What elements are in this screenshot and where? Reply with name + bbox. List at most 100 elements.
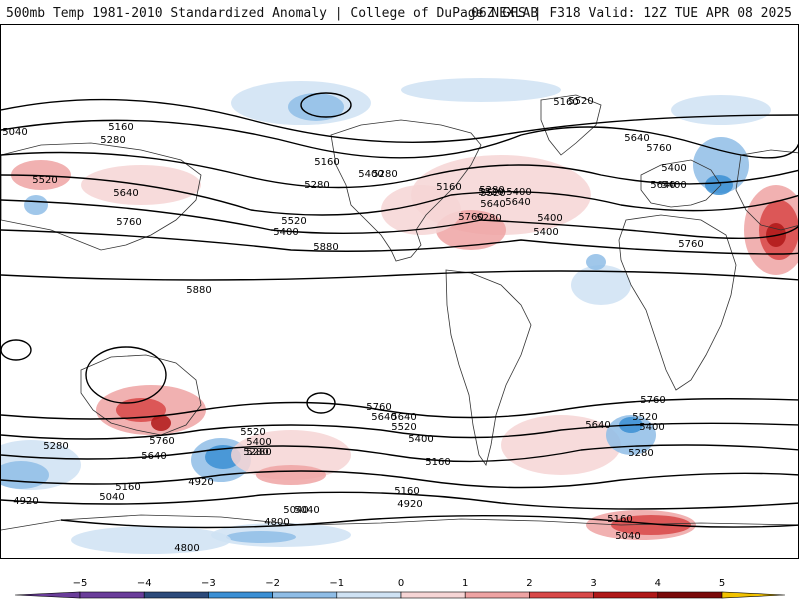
contour-label: 4920 bbox=[397, 499, 422, 510]
contour-label: 4800 bbox=[264, 517, 289, 528]
colorbar-tick-label: 3 bbox=[590, 578, 596, 589]
colorbar-tick-label: −4 bbox=[137, 578, 152, 589]
contour-label: 5160 bbox=[108, 122, 133, 133]
contour-label: 5040 bbox=[99, 492, 124, 503]
warm-anomaly-area bbox=[11, 160, 71, 190]
contour-label: 5880 bbox=[186, 285, 211, 296]
contour-label: 5400 bbox=[661, 180, 686, 191]
contour-label: 4920 bbox=[188, 477, 213, 488]
contour-label: 5040 bbox=[294, 505, 319, 516]
contour-label: 4920 bbox=[13, 496, 38, 507]
contour-label: 5160 bbox=[425, 457, 450, 468]
colorbar-box bbox=[79, 591, 145, 599]
warm-anomaly-area bbox=[256, 465, 326, 485]
cold-anomaly-area bbox=[705, 175, 733, 195]
contour-label: 5520 bbox=[240, 427, 265, 438]
colorbar-box bbox=[657, 591, 723, 599]
contour-label: 5400 bbox=[661, 163, 686, 174]
colorbar-tick-label: 0 bbox=[398, 578, 404, 589]
colorbar-box bbox=[400, 591, 466, 599]
colorbar-tick-label: −1 bbox=[329, 578, 344, 589]
contour-label: 5400 bbox=[273, 227, 298, 238]
colorbar-tick-label: 2 bbox=[526, 578, 532, 589]
contour-label: 5280 bbox=[100, 135, 125, 146]
contour-label: 5280 bbox=[628, 448, 653, 459]
cold-anomaly-area bbox=[571, 265, 631, 305]
colorbar-boxes bbox=[14, 591, 786, 599]
contour-label: 5520 bbox=[632, 412, 657, 423]
colorbar-min-arrow bbox=[14, 591, 81, 599]
colorbar-tick-label: −3 bbox=[201, 578, 216, 589]
contour-label: 5040 bbox=[2, 127, 27, 138]
contour-label: 5400 bbox=[639, 422, 664, 433]
contour-label: 5760 bbox=[646, 143, 671, 154]
contour-label: 5520 bbox=[568, 96, 593, 107]
contour-label: 5640 bbox=[505, 197, 530, 208]
contour-label: 5280 bbox=[243, 447, 268, 458]
colorbar-ticks: −5 −4 −3 −2 −1 0 1 2 3 4 5 bbox=[73, 578, 726, 589]
cold-anomaly-area bbox=[401, 78, 561, 102]
warm-anomaly-area bbox=[501, 415, 621, 475]
colorbar-box bbox=[336, 591, 402, 599]
colorbar-tick-label: 4 bbox=[655, 578, 661, 589]
colorbar-box bbox=[208, 591, 273, 599]
cold-anomaly-area bbox=[71, 526, 231, 554]
warm-anomaly-area bbox=[151, 415, 171, 431]
contour-label: 5280 bbox=[372, 169, 397, 180]
contour-label: 5400 bbox=[246, 437, 271, 448]
colorbar-tick-label: 1 bbox=[462, 578, 468, 589]
contour-label: 5040 bbox=[283, 505, 308, 516]
colorbar-max-arrow bbox=[721, 591, 786, 599]
colorbar-box bbox=[143, 591, 209, 599]
contour-label: 5400 bbox=[537, 213, 562, 224]
contour-label: 5280 bbox=[476, 213, 501, 224]
contour-label: 5640 bbox=[650, 180, 675, 191]
cold-anomaly-area bbox=[226, 531, 296, 543]
cold-anomaly-area bbox=[288, 93, 344, 121]
contour-label: 5880 bbox=[313, 242, 338, 253]
contour-label: 5640 bbox=[585, 420, 610, 431]
contour-label: 5520 bbox=[281, 216, 306, 227]
contour-label: 5160 bbox=[394, 486, 419, 497]
contour-label: 5760 bbox=[640, 395, 665, 406]
colorbar-tick-label: −2 bbox=[265, 578, 280, 589]
colorbar: −5 −4 −3 −2 −1 0 1 2 3 4 5 bbox=[14, 578, 786, 599]
contour-label: 5160 bbox=[607, 514, 632, 525]
colorbar-box bbox=[529, 591, 594, 599]
contour-label: 5760 bbox=[458, 212, 483, 223]
colorbar-tick-label: −5 bbox=[73, 578, 88, 589]
contour-label: 5520 bbox=[478, 187, 503, 198]
contour-label: 5280 bbox=[304, 180, 329, 191]
contour-label: 4800 bbox=[174, 543, 199, 554]
contour-label: 5400 bbox=[408, 434, 433, 445]
contour-label: 5760 bbox=[149, 436, 174, 447]
contour-label: 5280 bbox=[246, 447, 271, 458]
contour-label: 5160 bbox=[553, 97, 578, 108]
colorbar-box bbox=[464, 591, 530, 599]
colorbar-box bbox=[272, 591, 338, 599]
cold-anomaly-area bbox=[586, 254, 606, 270]
cold-anomaly-area bbox=[693, 137, 749, 193]
map-panel: 5160 5040 5160 5280 5160 5280 5400 5520 5640 5760… bbox=[0, 24, 799, 559]
cold-anomaly-area bbox=[671, 95, 771, 125]
contour-label: 5280 bbox=[43, 441, 68, 452]
contour-label: 5520 bbox=[32, 175, 57, 186]
contour-label: 5040 bbox=[615, 531, 640, 542]
warm-anomaly-area bbox=[231, 430, 351, 480]
model-run-info: 06Z GFS | F318 Valid: 12Z TUE APR 08 202… bbox=[471, 6, 792, 21]
contour-label: 5400 bbox=[506, 187, 531, 198]
contour-label: 5280 bbox=[479, 185, 504, 196]
height-contours bbox=[1, 92, 798, 529]
coastlines bbox=[1, 94, 798, 531]
contour-label: 5160 bbox=[436, 182, 461, 193]
contour-label: 5760 bbox=[366, 402, 391, 413]
contour-label: 5640 bbox=[371, 412, 396, 423]
contour-label: 5400 bbox=[533, 227, 558, 238]
contour-label: 5760 bbox=[116, 217, 141, 228]
colorbar-box bbox=[593, 591, 659, 599]
contour-label: 5160 bbox=[115, 482, 140, 493]
contour-label: 5520 bbox=[480, 188, 505, 199]
map-title: 500mb Temp 1981-2010 Standardized Anomal… bbox=[6, 6, 539, 21]
warm-anomaly-area bbox=[611, 515, 691, 535]
